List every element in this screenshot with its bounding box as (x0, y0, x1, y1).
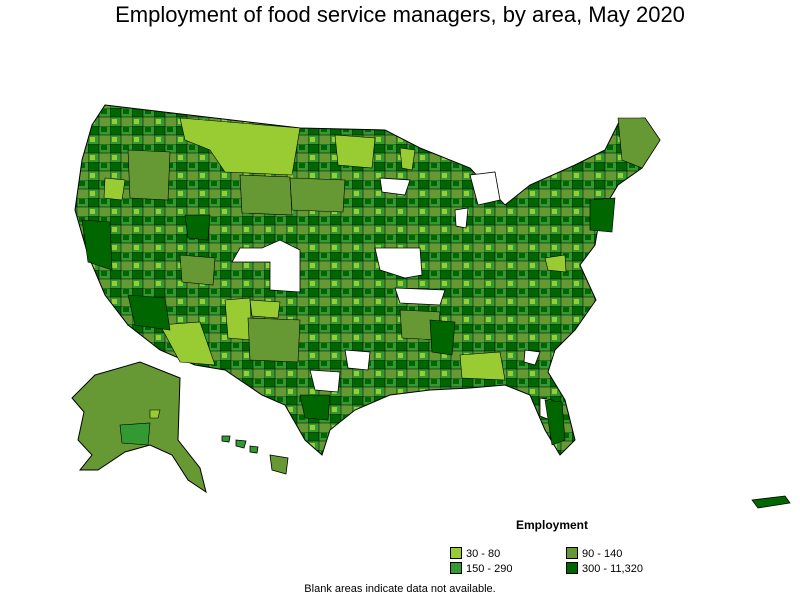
legend-title: Employment (516, 518, 589, 532)
map-title: Employment of food service managers, by … (115, 2, 685, 27)
no-data-areas (231, 171, 553, 421)
alaska-anchorage-area (119, 422, 151, 446)
legend-item-30-80: 30 - 80 (450, 547, 500, 560)
high-employment-areas (81, 197, 616, 446)
legend-swatch-300-11320 (566, 562, 578, 574)
legend-swatch-30-80 (450, 547, 462, 559)
footnote: Blank areas indicate data not available. (304, 583, 496, 595)
legend-swatch-150-290 (450, 562, 462, 574)
hawaii (221, 435, 289, 475)
legend-swatch-90-140 (566, 547, 578, 559)
legend-label: 30 - 80 (466, 548, 501, 560)
mid-low-employment-areas (127, 117, 661, 363)
puerto-rico (751, 495, 791, 509)
legend-item-150-290: 150 - 290 (450, 562, 512, 575)
legend-item-300-11320: 300 - 11,320 (566, 562, 643, 575)
legend-label: 300 - 11,320 (582, 563, 643, 575)
legend-item-90-140: 90 - 140 (566, 547, 622, 560)
legend-label: 90 - 140 (582, 548, 623, 560)
low-employment-areas (103, 117, 567, 381)
alaska-fairbanks-area (149, 409, 161, 419)
legend-label: 150 - 290 (466, 563, 513, 575)
